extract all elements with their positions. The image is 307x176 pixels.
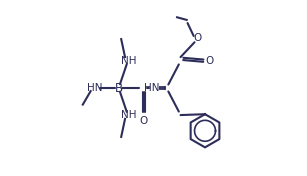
Text: NH: NH: [121, 110, 136, 120]
Text: B: B: [115, 81, 122, 95]
Text: HN: HN: [144, 83, 159, 93]
Text: NH: NH: [121, 56, 136, 66]
Text: O: O: [139, 116, 147, 126]
Text: HN: HN: [87, 83, 103, 93]
Text: O: O: [193, 33, 202, 43]
Text: O: O: [206, 56, 214, 66]
